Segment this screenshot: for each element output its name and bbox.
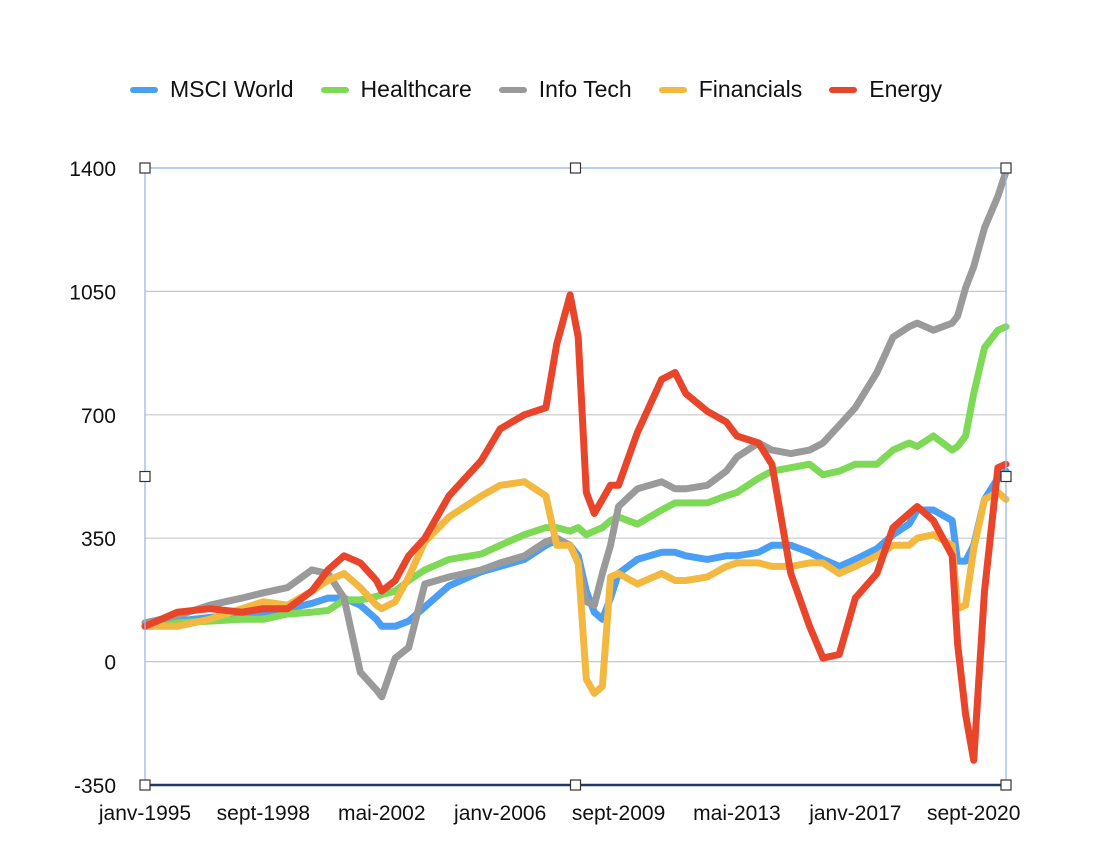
y-tick-label: 0 — [104, 652, 116, 675]
series-line-msci-world — [141, 467, 1010, 630]
x-tick-label: mai-2002 — [338, 802, 426, 825]
selection-handles[interactable] — [139, 162, 1012, 791]
x-tick-label: janv-2006 — [453, 802, 546, 825]
legend-swatch-healthcare — [320, 86, 349, 93]
series-line-financials — [141, 478, 1010, 697]
x-tick-label: janv-1995 — [98, 802, 191, 825]
series-lines — [141, 168, 1010, 764]
selection-handle[interactable] — [139, 162, 151, 174]
y-tick-label: 1050 — [69, 281, 116, 304]
legend-item-financials: Financials — [658, 76, 803, 103]
plot-frame — [144, 167, 1007, 787]
legend-label-healthcare: Healthcare — [360, 76, 472, 102]
legend-label-info-tech: Info Tech — [538, 76, 632, 102]
legend-swatch-financials — [658, 86, 687, 93]
series-line-info-tech — [141, 168, 1010, 701]
y-tick-label: -350 — [74, 775, 116, 798]
x-tick-label: sept-2020 — [927, 802, 1020, 825]
selection-handle[interactable] — [1000, 162, 1012, 174]
chart-legend: MSCI World Healthcare Info Tech Financia… — [130, 76, 969, 103]
x-axis-ticks: janv-1995 sept-1998 mai-2002 janv-2006 sept-… — [98, 802, 1021, 825]
x-tick-label: sept-2009 — [572, 802, 665, 825]
selection-handle[interactable] — [139, 470, 151, 483]
legend-label-energy: Energy — [869, 76, 943, 102]
legend-item-healthcare: Healthcare — [320, 76, 472, 103]
selection-handle[interactable] — [569, 162, 582, 174]
legend-label-financials: Financials — [698, 76, 803, 102]
legend-swatch-msci-world — [130, 86, 158, 93]
y-tick-label: 1400 — [69, 158, 116, 181]
x-tick-label: sept-1998 — [217, 802, 310, 825]
selection-handle[interactable] — [139, 779, 151, 791]
x-tick-label: janv-2017 — [808, 802, 901, 825]
selection-handle[interactable] — [1000, 779, 1012, 791]
legend-swatch-info-tech — [498, 86, 527, 93]
legend-item-msci-world: MSCI World — [130, 76, 294, 103]
selection-handle[interactable] — [1000, 470, 1012, 483]
legend-item-energy: Energy — [829, 76, 942, 103]
y-tick-label: 700 — [81, 405, 116, 428]
legend-swatch-energy — [829, 86, 858, 93]
series-line-energy — [141, 291, 1010, 764]
legend-label-msci-world: MSCI World — [170, 76, 294, 102]
selection-handle[interactable] — [569, 779, 582, 791]
y-axis-ticks: -350 0 350 700 1050 1400 — [69, 158, 116, 798]
y-tick-label: 350 — [81, 528, 116, 551]
legend-item-info-tech: Info Tech — [498, 76, 632, 103]
x-tick-label: mai-2013 — [693, 802, 781, 825]
